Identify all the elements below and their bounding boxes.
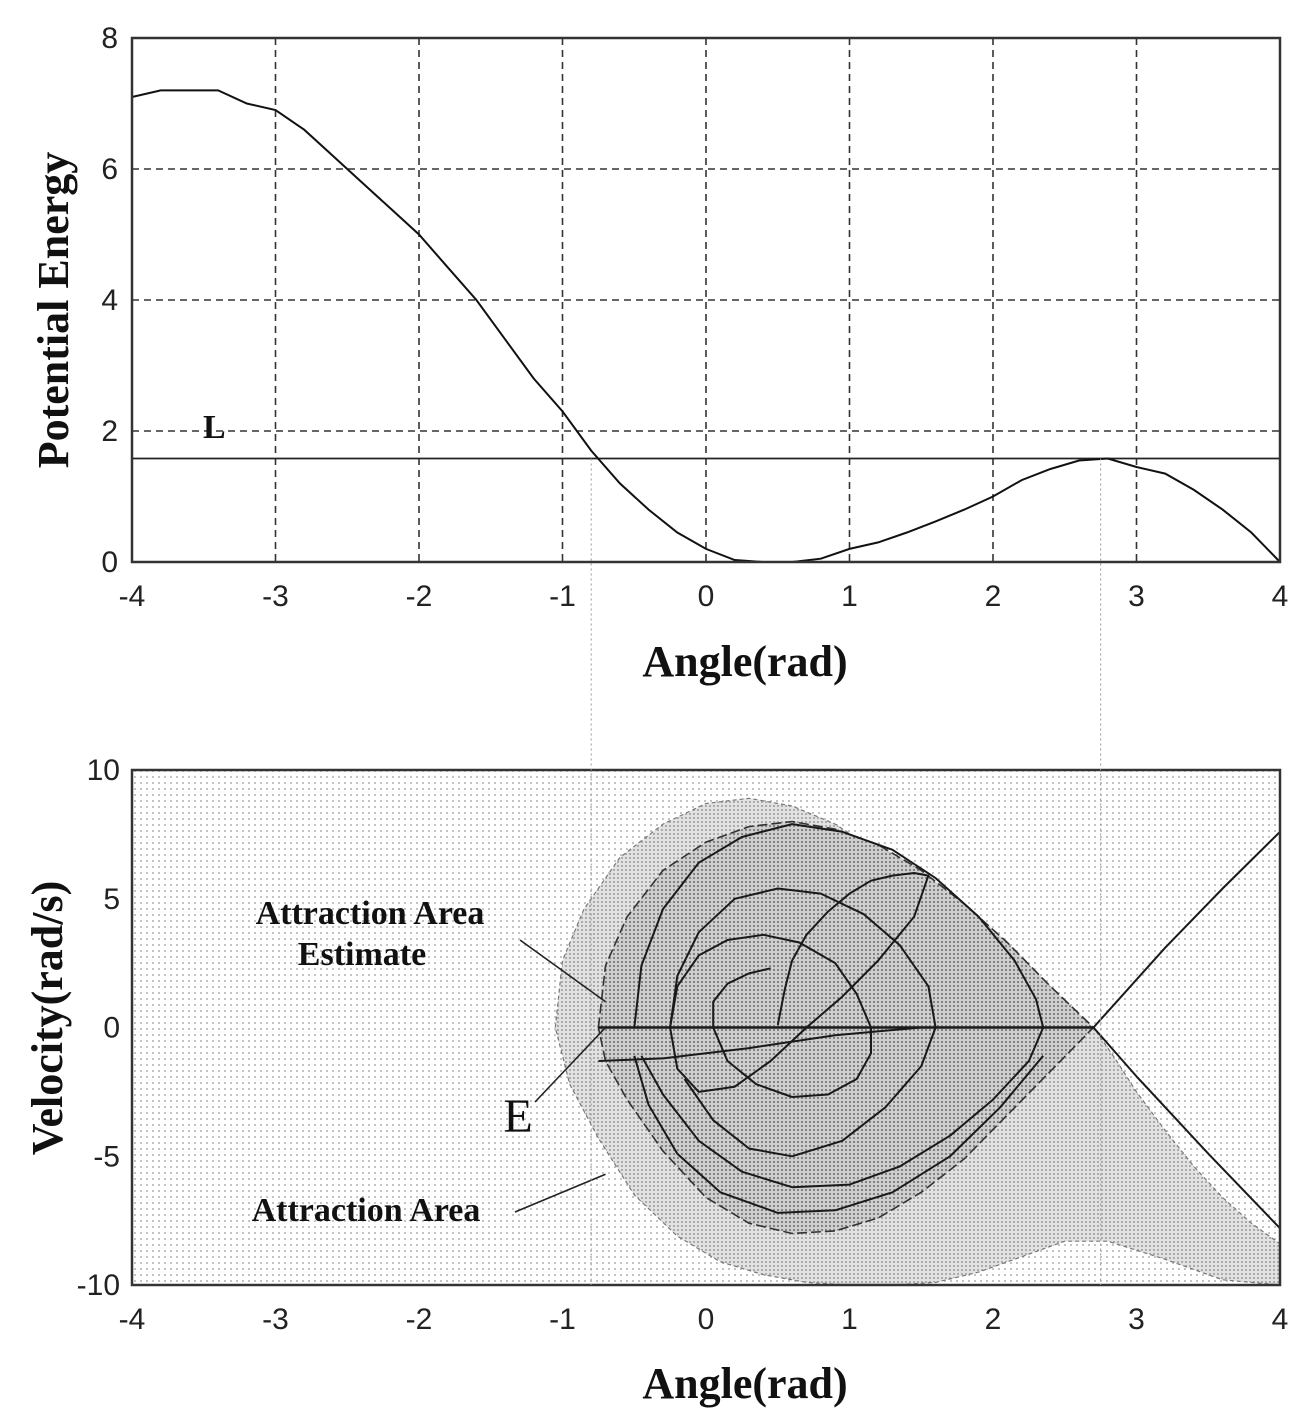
potential-energy-curve	[131, 89, 1281, 563]
top-plot-frame	[130, 36, 1282, 564]
separatrix-lower	[598, 1026, 1281, 1229]
separatrix-upper	[1092, 831, 1281, 1029]
bottom-y-tick-label: -5	[93, 1140, 120, 1173]
bottom-x-tick-label: 2	[985, 1303, 1002, 1336]
top-x-tick-label: 0	[698, 580, 715, 613]
top-series	[131, 89, 1281, 563]
annotation-leader-line	[514, 1173, 606, 1213]
top-y-tick-label: 0	[101, 546, 118, 579]
bottom-plot-frame	[130, 768, 1282, 1287]
top-x-tick-label: -1	[549, 580, 576, 613]
annotation-e: E	[503, 1090, 532, 1143]
top-y-tick-label: 8	[101, 22, 118, 55]
bottom-y-tick-label: 0	[103, 1012, 120, 1045]
bottom-y-tick-label: 5	[103, 883, 120, 916]
annotation-estimate-line2: Estimate	[298, 936, 426, 973]
orbit-lower-arc	[633, 1055, 1044, 1214]
annotation-leader-line	[519, 939, 607, 1003]
top-y-axis-label: Potential Energy	[29, 152, 78, 469]
bottom-y-axis-label: Velocity(rad/s)	[23, 881, 72, 1156]
potential-energy-panel: -4 -3 -2 -1 0 1 2 3 4 0 2 4 6 8 L Angle(rad) Potentia…	[29, 22, 1288, 686]
top-x-tick-label: 4	[1272, 580, 1289, 613]
bottom-y-tick-label: 10	[87, 754, 120, 787]
bottom-annotations: Attraction Area Estimate E Attraction Ar…	[252, 895, 607, 1229]
bottom-x-tick-label: -3	[262, 1303, 289, 1336]
bottom-x-tick-label: 1	[841, 1303, 858, 1336]
top-y-tick-label: 2	[101, 415, 118, 448]
bottom-x-tick-label: -1	[549, 1303, 576, 1336]
top-x-axis-label: Angle(rad)	[642, 637, 847, 686]
bottom-series	[598, 823, 1281, 1229]
bottom-x-tick-label: 4	[1272, 1303, 1289, 1336]
top-y-tick-label: 6	[101, 153, 118, 186]
bottom-y-tick-label: -10	[77, 1269, 120, 1302]
top-marker-label-l: L	[203, 409, 226, 446]
top-x-tick-label: -3	[262, 580, 289, 613]
top-x-tick-label: -4	[119, 580, 146, 613]
bottom-x-tick-label: 0	[698, 1303, 715, 1336]
annotation-leader-line	[534, 1026, 607, 1103]
top-grid	[132, 38, 1280, 562]
annotation-estimate-line1: Attraction Area	[256, 895, 485, 932]
top-tick-labels: -4 -3 -2 -1 0 1 2 3 4 0 2 4 6 8	[101, 22, 1288, 613]
top-x-tick-label: 3	[1128, 580, 1145, 613]
top-x-tick-label: -2	[406, 580, 433, 613]
bottom-x-tick-label: -4	[119, 1303, 146, 1336]
top-x-tick-label: 1	[841, 580, 858, 613]
annotation-attraction-area: Attraction Area	[252, 1192, 481, 1229]
top-x-tick-label: 2	[985, 580, 1002, 613]
orbit-middle	[669, 887, 937, 1158]
orbit-outer	[633, 823, 1045, 1189]
bottom-x-tick-label: -2	[406, 1303, 433, 1336]
top-y-tick-label: 4	[101, 284, 118, 317]
bottom-x-tick-label: 3	[1128, 1303, 1145, 1336]
bottom-x-axis-label: Angle(rad)	[642, 1359, 847, 1408]
